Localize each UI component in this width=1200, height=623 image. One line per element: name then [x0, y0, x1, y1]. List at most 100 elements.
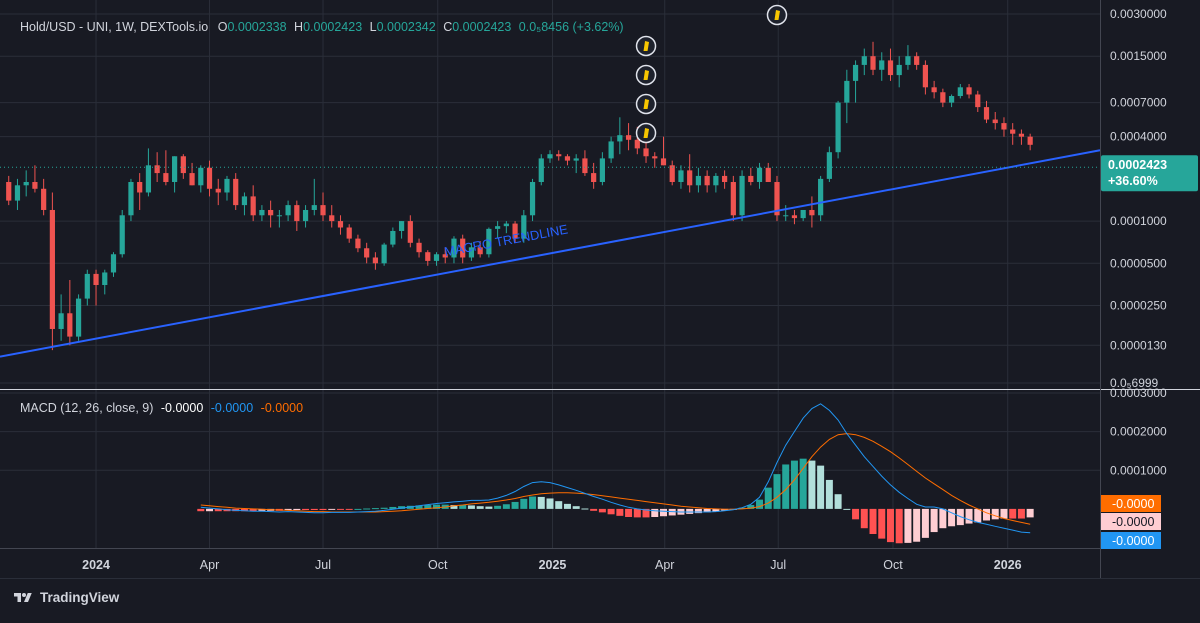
macd-histogram-bar[interactable]: [904, 508, 912, 543]
candle-body[interactable]: [346, 227, 352, 239]
candle-body[interactable]: [128, 182, 134, 216]
macd-histogram-bar[interactable]: [1009, 508, 1017, 519]
candle-body[interactable]: [529, 182, 536, 216]
candle-body[interactable]: [652, 156, 658, 159]
macd-histogram-bar[interactable]: [389, 506, 397, 509]
macd-histogram-bar[interactable]: [694, 508, 702, 514]
candle-body[interactable]: [6, 182, 12, 201]
macd-histogram-bar[interactable]: [878, 508, 886, 539]
macd-histogram-bar[interactable]: [345, 508, 353, 510]
macd-histogram-bar[interactable]: [852, 508, 860, 520]
candle-body[interactable]: [372, 257, 378, 264]
macd-histogram-bar[interactable]: [625, 508, 633, 518]
macd-histogram-bar[interactable]: [921, 508, 929, 538]
macd-histogram-bar[interactable]: [712, 508, 720, 512]
candle-body[interactable]: [599, 158, 605, 183]
candle-body[interactable]: [948, 96, 955, 103]
candle-body[interactable]: [730, 182, 736, 216]
candle-body[interactable]: [163, 173, 169, 183]
candle-body[interactable]: [713, 175, 719, 186]
candle-body[interactable]: [669, 165, 675, 183]
candle-body[interactable]: [451, 238, 457, 258]
macd-histogram-bar[interactable]: [1017, 508, 1025, 519]
candle-body[interactable]: [364, 248, 370, 258]
candle-body[interactable]: [1010, 129, 1016, 134]
macd-histogram-bar[interactable]: [607, 508, 615, 515]
macd-histogram-bar[interactable]: [948, 508, 956, 527]
candle-body[interactable]: [102, 272, 108, 286]
macd-histogram-bar[interactable]: [913, 508, 921, 542]
candle-body[interactable]: [687, 170, 693, 186]
macd-histogram-bar[interactable]: [817, 465, 825, 509]
candle-body[interactable]: [294, 205, 300, 222]
macd-histogram-bar[interactable]: [284, 508, 292, 511]
macd-histogram-bar[interactable]: [799, 458, 807, 509]
macd-histogram-bar[interactable]: [511, 501, 519, 509]
candle-body[interactable]: [625, 135, 632, 140]
candle-body[interactable]: [58, 313, 64, 329]
candle-body[interactable]: [460, 238, 466, 258]
candle-body[interactable]: [215, 188, 221, 193]
candle-body[interactable]: [75, 298, 82, 337]
macd-histogram-bar[interactable]: [895, 508, 903, 544]
macd-histogram-bar[interactable]: [459, 505, 467, 509]
candle-body[interactable]: [704, 175, 710, 186]
macd-histogram-bar[interactable]: [363, 508, 371, 510]
candle-body[interactable]: [320, 205, 326, 216]
macd-histogram-bar[interactable]: [371, 508, 379, 510]
hold-token-icon[interactable]: [635, 64, 657, 86]
macd-histogram-bar[interactable]: [860, 508, 868, 529]
candle-body[interactable]: [748, 175, 754, 183]
macd-histogram-bar[interactable]: [983, 508, 991, 521]
macd-histogram-bar[interactable]: [529, 496, 537, 509]
macd-histogram-bar[interactable]: [974, 508, 982, 523]
macd-histogram-bar[interactable]: [616, 508, 624, 516]
candle-body[interactable]: [861, 56, 867, 65]
candle-body[interactable]: [206, 167, 213, 189]
macd-histogram-bar[interactable]: [869, 508, 877, 534]
candle-body[interactable]: [189, 173, 195, 186]
candle-body[interactable]: [765, 167, 771, 183]
macd-histogram-bar[interactable]: [633, 508, 641, 518]
candle-body[interactable]: [1018, 133, 1025, 137]
candle-body[interactable]: [564, 156, 571, 161]
macd-histogram-bar[interactable]: [249, 508, 257, 512]
macd-histogram-bar[interactable]: [293, 508, 301, 511]
macd-histogram-bar[interactable]: [1000, 508, 1008, 519]
candle-body[interactable]: [940, 92, 946, 103]
candle-body[interactable]: [922, 64, 928, 88]
macd-histogram-bar[interactable]: [1026, 508, 1034, 518]
candle-body[interactable]: [879, 60, 885, 70]
candle-body[interactable]: [573, 158, 579, 161]
macd-histogram-bar[interactable]: [651, 508, 659, 518]
candle-body[interactable]: [643, 148, 649, 157]
candle-body[interactable]: [495, 226, 501, 229]
macd-histogram-bar[interactable]: [965, 508, 973, 524]
macd-histogram-bar[interactable]: [991, 508, 999, 520]
candle-body[interactable]: [547, 154, 553, 159]
candle-body[interactable]: [660, 158, 667, 166]
candle-body[interactable]: [154, 165, 160, 174]
macd-histogram-bar[interactable]: [773, 474, 781, 509]
candle-body[interactable]: [67, 313, 73, 337]
candle-body[interactable]: [800, 209, 806, 219]
candle-body[interactable]: [241, 196, 248, 206]
candle-body[interactable]: [23, 182, 29, 186]
candle-body[interactable]: [233, 178, 239, 206]
candle-body[interactable]: [416, 242, 422, 253]
candle-body[interactable]: [818, 178, 824, 216]
candle-body[interactable]: [398, 221, 405, 231]
macd-histogram-bar[interactable]: [756, 499, 764, 509]
macd-histogram-bar[interactable]: [398, 506, 406, 509]
macd-histogram-bar[interactable]: [206, 508, 214, 512]
candle-body[interactable]: [896, 64, 902, 76]
candle-body[interactable]: [756, 167, 763, 183]
macd-histogram-bar[interactable]: [642, 508, 650, 518]
hold-token-icon[interactable]: [635, 93, 657, 115]
macd-histogram-bar[interactable]: [572, 506, 580, 509]
macd-histogram-bar[interactable]: [686, 508, 694, 514]
macd-histogram-bar[interactable]: [415, 505, 423, 509]
candle-body[interactable]: [268, 209, 274, 216]
macro-trendline[interactable]: [0, 149, 1101, 358]
